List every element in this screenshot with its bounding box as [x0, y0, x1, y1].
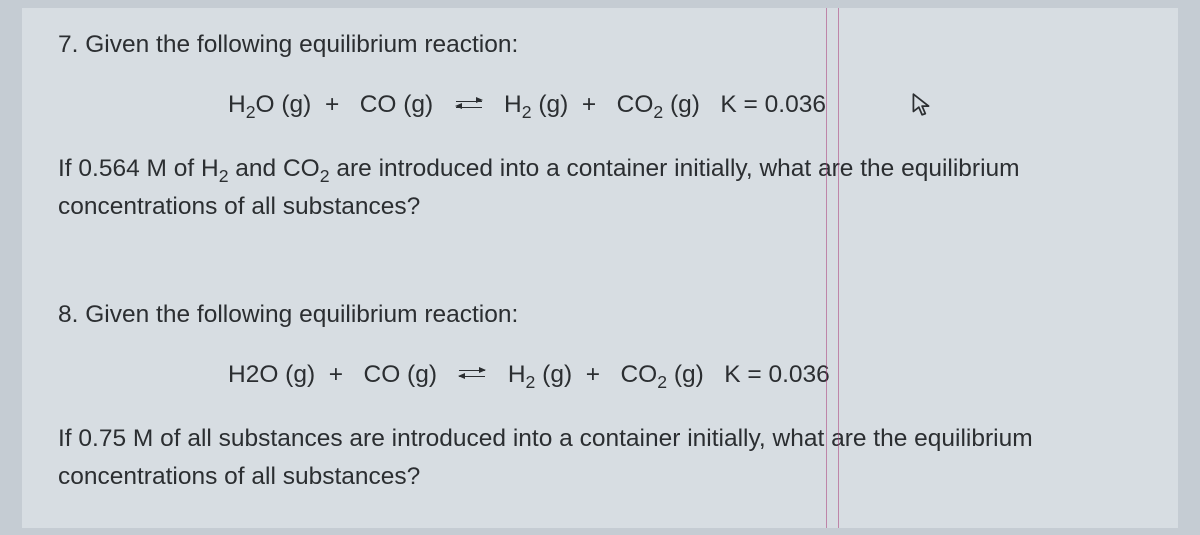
- q8-intro-text: Given the following equilibrium reaction…: [85, 301, 518, 328]
- q7-k-label: K =: [720, 91, 757, 118]
- q8-lhs-a: H2O (g): [228, 361, 315, 388]
- q7-number: 7.: [58, 31, 78, 58]
- q8-k-value: 0.036: [768, 361, 829, 388]
- q8-plus1: +: [329, 361, 343, 388]
- q8-k-label: K =: [724, 361, 761, 388]
- q7-body: If 0.564 M of H2 and CO2 are introduced …: [58, 150, 1138, 226]
- q7-plus2: +: [582, 91, 596, 118]
- q7-lhs-b: CO (g): [360, 91, 434, 118]
- question-8: 8. Given the following equilibrium react…: [58, 296, 1138, 496]
- q7-plus1: +: [325, 91, 339, 118]
- q7-equation: H2O (g) + CO (g) H2 (g) + CO2 (g) K = 0.…: [58, 86, 1138, 124]
- q7-rhs-a: H2 (g): [504, 91, 568, 118]
- q8-rhs-a: H2 (g): [508, 361, 572, 388]
- document-page: 7. Given the following equilibrium react…: [22, 8, 1178, 528]
- q8-intro: 8. Given the following equilibrium react…: [58, 296, 1138, 334]
- q7-intro-text: Given the following equilibrium reaction…: [85, 31, 518, 58]
- q8-equation: H2O (g) + CO (g) H2 (g) + CO2 (g) K = 0.…: [58, 356, 1138, 394]
- q7-rhs-b: CO2 (g): [617, 91, 700, 118]
- q7-lhs-a: H2O (g): [228, 91, 311, 118]
- q8-lhs-b: CO (g): [364, 361, 438, 388]
- q8-number: 8.: [58, 301, 78, 328]
- question-7: 7. Given the following equilibrium react…: [58, 26, 1138, 226]
- q7-intro: 7. Given the following equilibrium react…: [58, 26, 1138, 64]
- q8-rhs-b: CO2 (g): [620, 361, 703, 388]
- q7-k-value: 0.036: [765, 91, 826, 118]
- q8-body: If 0.75 M of all substances are introduc…: [58, 420, 1138, 496]
- q8-plus2: +: [586, 361, 600, 388]
